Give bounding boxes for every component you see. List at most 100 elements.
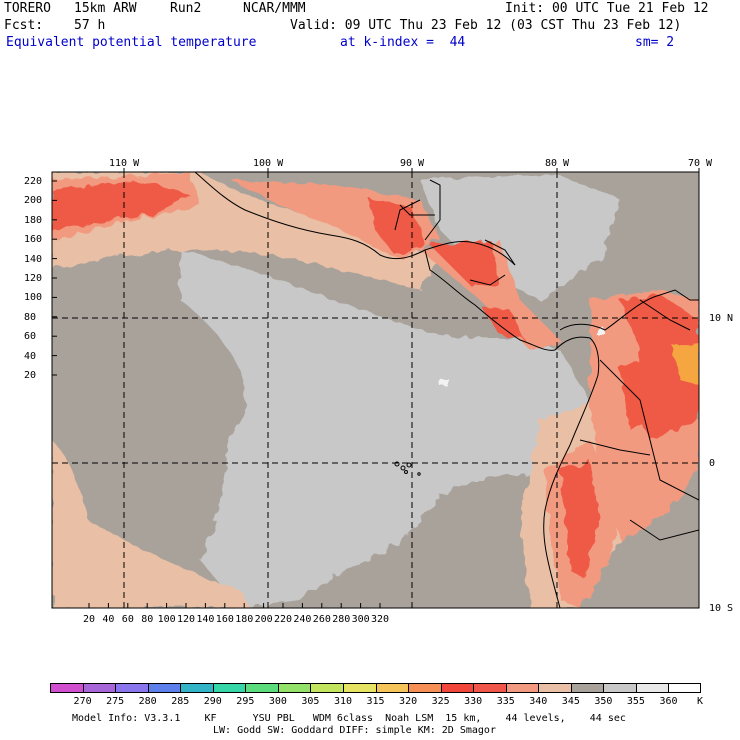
lat-lon-grid — [52, 172, 699, 608]
y-tick-label: 160 — [24, 234, 43, 246]
lat-label-10s: 10 S — [709, 603, 734, 614]
border-nicaragua — [469, 274, 506, 286]
y-axis-ticks — [52, 180, 57, 376]
colorbar-swatch — [603, 683, 637, 693]
resolution: 15km ARW — [74, 1, 137, 16]
caribbean-coast — [559, 289, 699, 331]
colorbar-label: 300 — [268, 696, 287, 707]
colorbar-swatch — [147, 683, 181, 693]
colorbar-label: 340 — [529, 696, 548, 707]
colorbar-label: 275 — [106, 696, 125, 707]
border-venezuela — [639, 299, 691, 331]
x-tick-label: 140 — [196, 614, 215, 625]
colorbar-swatch — [505, 683, 539, 693]
x-tick-label: 120 — [177, 614, 196, 625]
x-tick-label: 40 — [102, 614, 115, 625]
colorbar-swatch — [277, 683, 311, 693]
colorbar-label: 285 — [171, 696, 190, 707]
field-name: Equivalent potential temperature — [6, 35, 257, 50]
red-costa-rica — [480, 305, 525, 340]
border-peru-brazil — [629, 519, 699, 541]
colorbar-label: 305 — [301, 696, 320, 707]
galapagos-island — [417, 472, 421, 476]
colorbar-unit: K — [697, 696, 704, 707]
model-info: Model Info: V3.3.1 KF YSU PBL WDM 6class… — [72, 713, 626, 724]
y-tick-label: 20 — [24, 370, 37, 381]
galapagos-island — [406, 462, 412, 468]
colorbar-swatch — [408, 683, 442, 693]
cool-region-north — [420, 175, 620, 300]
x-tick-label: 160 — [215, 614, 234, 625]
physics-info: LW: Godd SW: Goddard DIFF: simple KM: 2D… — [213, 725, 496, 736]
lon-label-70w: 70 W — [688, 158, 713, 169]
pacific-coast-central — [424, 249, 556, 351]
yucatan-coast — [424, 179, 441, 241]
colorbar-label: 335 — [496, 696, 515, 707]
x-tick-label: 100 — [157, 614, 176, 625]
x-tick-label: 20 — [83, 614, 96, 625]
colorbar-swatch — [310, 683, 344, 693]
colorbar-swatch — [82, 683, 116, 693]
border-belize — [399, 204, 435, 216]
colorbar-swatch — [212, 683, 246, 693]
lon-label-100w: 100 W — [253, 158, 284, 169]
colorbar-swatch — [473, 683, 507, 693]
white-spot — [440, 378, 448, 386]
coastlines — [194, 172, 699, 608]
colorbar-frame — [50, 683, 701, 693]
red-honduras — [430, 240, 500, 285]
smoothing: sm= 2 — [635, 35, 675, 50]
colorbar-label: 350 — [594, 696, 613, 707]
colorbar-swatch — [538, 683, 572, 693]
colorbar-label: 310 — [333, 696, 352, 707]
lat-label-equator: 0 — [709, 458, 716, 469]
colorbar-label: 270 — [73, 696, 92, 707]
forecast-hours: 57 h — [74, 18, 106, 33]
colorbar-swatch — [245, 683, 279, 693]
galapagos-island — [404, 470, 408, 474]
y-tick-label: 40 — [24, 350, 37, 362]
temperature-field — [52, 172, 699, 608]
pale-band-sw — [52, 440, 110, 608]
red-andes — [560, 460, 600, 580]
colorbar-label: 320 — [399, 696, 418, 707]
colorbar-label: 295 — [236, 696, 255, 707]
model-name: TORERO — [4, 1, 51, 16]
x-tick-label: 280 — [332, 614, 351, 625]
x-tick-label: 240 — [293, 614, 312, 625]
white-spot-2 — [595, 328, 605, 334]
border-guatemala — [394, 199, 421, 231]
orange-core — [672, 340, 699, 385]
y-tick-label: 100 — [24, 292, 43, 304]
forecast-label: Fcst: — [4, 18, 44, 33]
red-mexico — [370, 200, 425, 255]
galapagos-island — [394, 461, 400, 467]
colorbar-swatch — [570, 683, 604, 693]
pacific-coast-north — [194, 172, 516, 266]
colorbar-label: 315 — [366, 696, 385, 707]
colorbar-swatch — [342, 683, 376, 693]
honduras-coast — [484, 239, 516, 266]
colorbar-label: 330 — [464, 696, 483, 707]
colorbar-label: 345 — [561, 696, 580, 707]
level-index: at k-index = 44 — [340, 35, 466, 50]
y-tick-label: 80 — [24, 311, 37, 323]
colorbar-swatch — [180, 683, 214, 693]
x-tick-label: 60 — [121, 614, 134, 625]
lon-label-110w: 110 W — [109, 158, 140, 169]
colorbar-label: 355 — [626, 696, 645, 707]
y-tick-label: 220 — [24, 176, 43, 187]
red-northwest — [52, 180, 190, 230]
y-tick-label: 140 — [24, 253, 43, 265]
x-tick-label: 320 — [371, 614, 390, 625]
x-tick-label: 220 — [274, 614, 293, 625]
border-ecuador — [579, 439, 651, 456]
colorbar-label: 325 — [431, 696, 450, 707]
colorbar-label: 280 — [138, 696, 157, 707]
run-label: Run2 — [170, 1, 202, 16]
y-tick-label: 60 — [24, 331, 37, 343]
y-tick-label: 200 — [24, 195, 43, 207]
x-tick-label: 260 — [312, 614, 331, 625]
south-america-coast — [543, 336, 600, 608]
